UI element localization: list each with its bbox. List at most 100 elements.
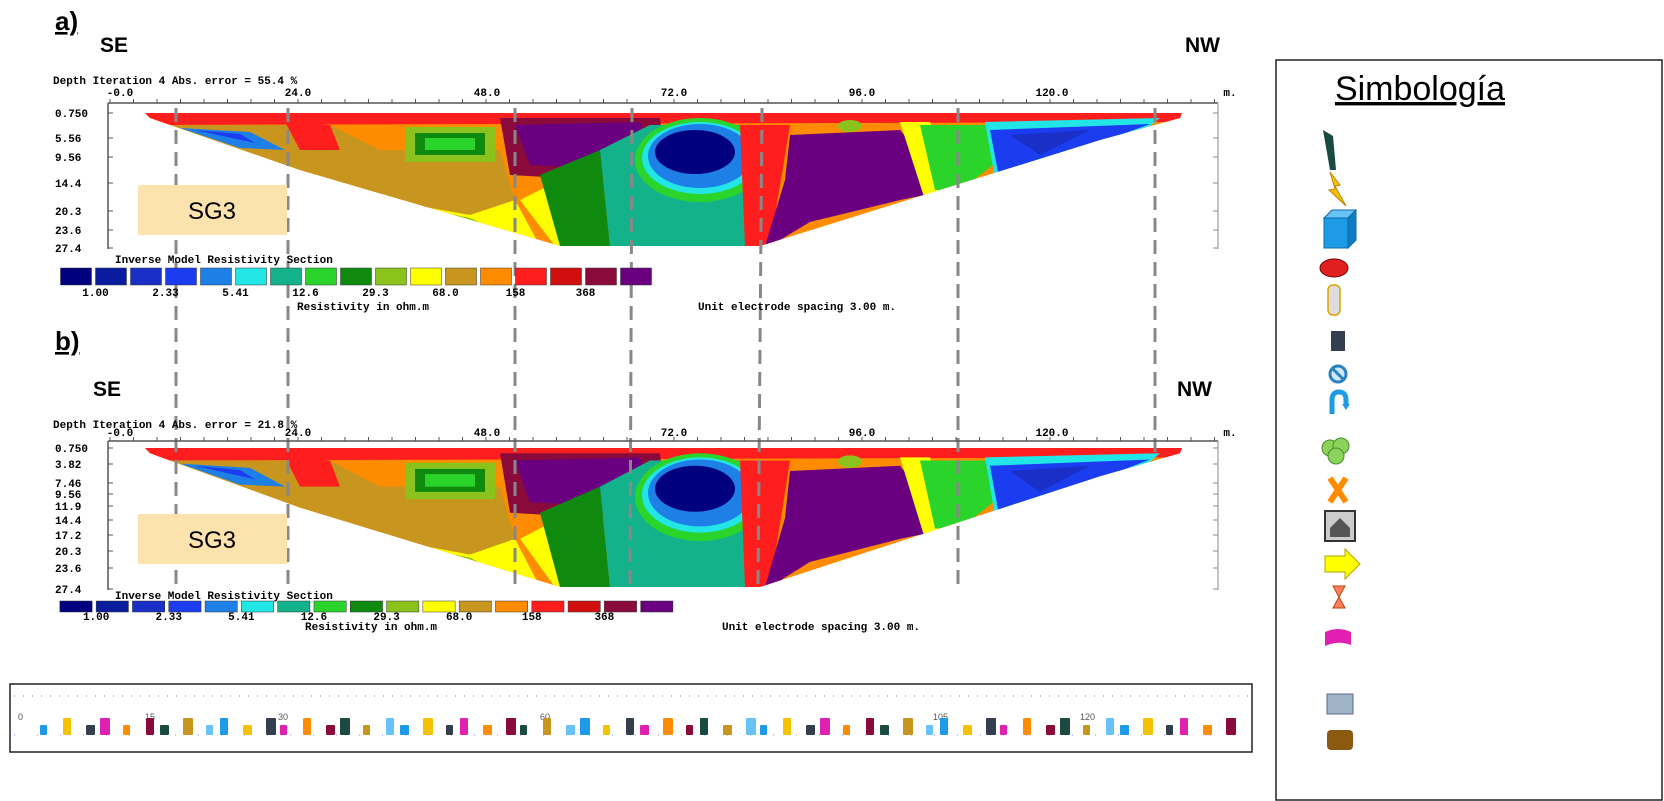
strip-icon	[520, 725, 527, 735]
strip-icon	[123, 725, 130, 735]
scale-swatch	[640, 600, 674, 613]
scale-swatch	[132, 600, 165, 613]
marker-label: SG3	[188, 198, 236, 225]
scale-swatch	[270, 267, 302, 286]
strip-label: 15	[145, 712, 155, 722]
strip-icon	[303, 718, 311, 735]
strip-icon	[903, 718, 913, 735]
scale-swatch	[585, 267, 617, 286]
strip-icon	[880, 725, 889, 735]
strip-icon	[1000, 725, 1007, 735]
scale-swatch	[277, 600, 311, 613]
strip-icon	[1166, 725, 1173, 735]
strip-icon	[940, 718, 948, 735]
legend-panel: Simbología	[1275, 59, 1663, 801]
x-label: m.	[1223, 428, 1236, 440]
depth-label: 23.6	[55, 226, 81, 238]
scale-label: 368	[594, 612, 614, 624]
section-title: Inverse Model Resistivity Section	[115, 255, 333, 267]
strip-icon	[760, 725, 767, 735]
strip-label: 105	[933, 712, 948, 722]
strip-icon	[506, 718, 516, 735]
depth-label: 20.3	[55, 207, 82, 219]
x-label: 48.0	[474, 428, 500, 440]
strip-icon	[446, 725, 453, 735]
strip-icon	[640, 725, 649, 735]
depth-label: 0.750	[55, 444, 88, 456]
depth-label: 27.4	[55, 244, 82, 256]
scale-swatch	[59, 600, 93, 613]
x-label: 72.0	[661, 88, 687, 100]
strip-icon	[40, 725, 47, 735]
scale-swatch	[495, 600, 529, 613]
strip-icon	[183, 718, 193, 735]
resistivity-sections	[140, 110, 1190, 591]
scale-label: 158	[522, 612, 542, 624]
scale-swatch	[567, 600, 601, 613]
scale-label: 68.0	[432, 288, 458, 300]
strip-icon	[603, 725, 610, 735]
strip-icon	[663, 718, 673, 735]
scale-label: 2.33	[156, 612, 183, 624]
scale-swatch	[480, 267, 512, 286]
scale-swatch	[410, 267, 442, 286]
scale-swatch	[130, 267, 162, 286]
section-title: Inverse Model Resistivity Section	[115, 591, 333, 603]
marker-box	[138, 185, 287, 235]
strip-icon	[266, 718, 276, 735]
depth-label: 0.750	[55, 109, 88, 121]
depth-label: 14.4	[55, 179, 82, 191]
scale-swatch	[165, 267, 197, 286]
strip-icon	[326, 725, 335, 735]
strip-icon	[843, 725, 850, 735]
scale-swatch	[60, 267, 92, 286]
strip-icon	[963, 725, 972, 735]
scale-swatch	[604, 600, 637, 613]
scale-swatch	[445, 267, 477, 286]
scale-label: 1.00	[83, 612, 109, 624]
x-label: 120.0	[1035, 88, 1068, 100]
x-label: 48.0	[474, 88, 500, 100]
scale-swatch	[241, 600, 274, 613]
depth-label: 9.56	[55, 153, 81, 165]
panel-label: a)	[55, 6, 78, 36]
scale-swatch	[95, 267, 127, 286]
strip-label: 120	[1080, 712, 1095, 722]
strip-icon	[483, 725, 492, 735]
strip-icon	[820, 718, 830, 735]
scale-label: 29.3	[373, 612, 400, 624]
depth-label: 23.6	[55, 564, 81, 576]
depth-label: 11.9	[55, 502, 81, 514]
scale-swatch	[340, 267, 372, 286]
strip-icon	[100, 718, 110, 735]
scale-swatch	[375, 267, 407, 286]
scale-swatch	[313, 600, 347, 613]
scale-swatch	[515, 267, 547, 286]
direction-right: NW	[1185, 34, 1220, 57]
scale-swatch	[422, 600, 456, 613]
section-header: Depth Iteration 4 Abs. error = 21.8 %	[53, 420, 298, 432]
strip-label: 0	[18, 712, 23, 722]
scale-swatch	[550, 267, 582, 286]
strip-icon	[806, 725, 815, 735]
x-label: -0.0	[107, 428, 133, 440]
x-label: 24.0	[285, 428, 311, 440]
strip-icon	[206, 725, 213, 735]
direction-left: SE	[93, 378, 121, 401]
scale-label: 1.00	[82, 288, 108, 300]
strip-icon	[746, 718, 756, 735]
scale-label: 5.41	[228, 612, 255, 624]
depth-label: 17.2	[55, 531, 81, 543]
marker-box	[138, 514, 287, 564]
strip-icon	[363, 725, 370, 735]
scale-swatch	[204, 600, 238, 613]
strip-icon	[1226, 718, 1236, 735]
scale-swatch	[168, 600, 202, 613]
strip-icon	[986, 718, 996, 735]
scale-swatch	[235, 267, 267, 286]
depth-label: 3.82	[55, 460, 81, 472]
panel-label: b)	[55, 326, 80, 356]
strip-icon	[566, 725, 575, 735]
x-label: -0.0	[107, 88, 133, 100]
